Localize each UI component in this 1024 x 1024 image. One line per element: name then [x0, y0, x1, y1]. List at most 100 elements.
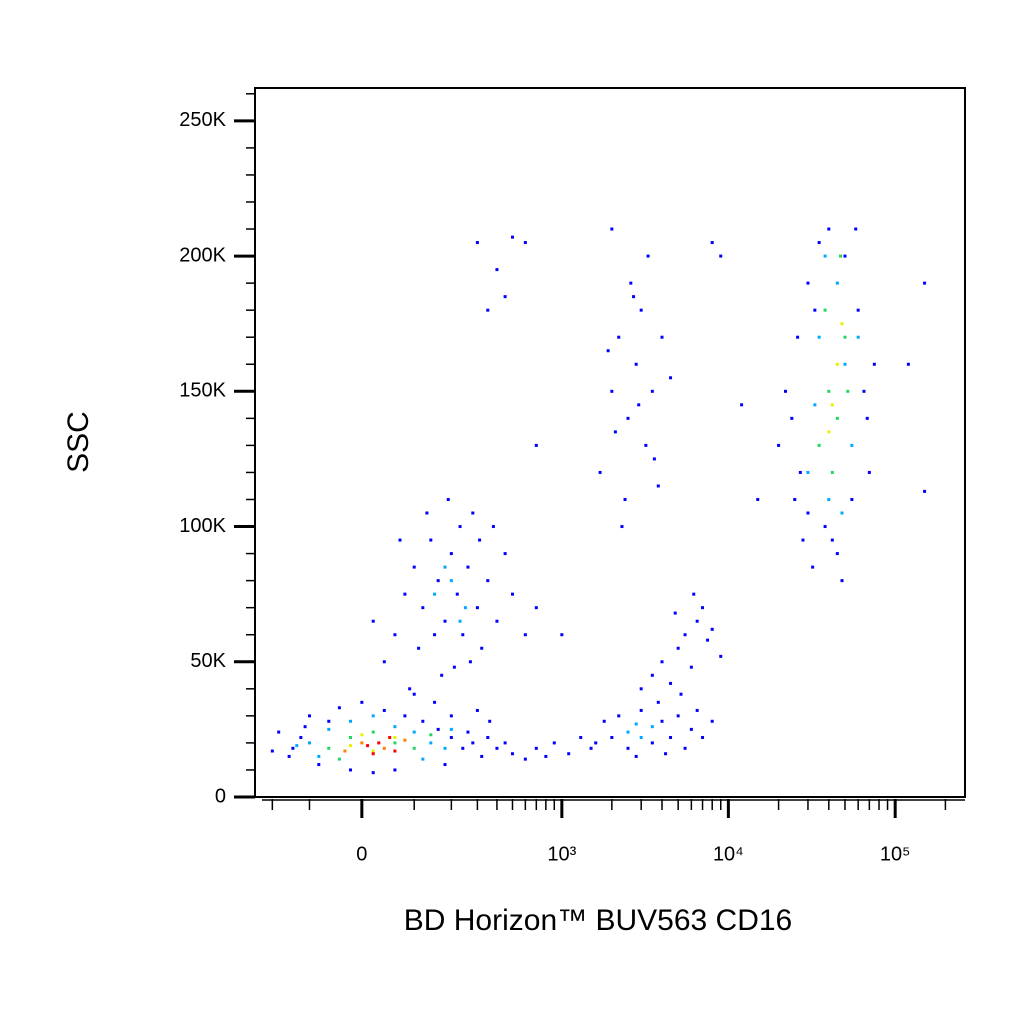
- point: [846, 389, 850, 393]
- point: [872, 362, 876, 366]
- point: [403, 738, 407, 742]
- point: [719, 654, 723, 658]
- point: [510, 592, 514, 596]
- point: [676, 714, 680, 718]
- point: [534, 746, 538, 750]
- point: [835, 362, 839, 366]
- point: [360, 741, 364, 745]
- point: [307, 714, 311, 718]
- point: [923, 489, 927, 493]
- point: [830, 538, 834, 542]
- point: [843, 254, 847, 258]
- point: [436, 727, 440, 731]
- point: [610, 735, 614, 739]
- point: [348, 719, 352, 723]
- point: [327, 746, 331, 750]
- point: [471, 741, 475, 745]
- point: [827, 227, 831, 231]
- point: [710, 719, 714, 723]
- point: [840, 322, 844, 326]
- point: [862, 389, 866, 393]
- y-tick-label: 100K: [179, 515, 226, 537]
- point: [854, 227, 858, 231]
- point: [433, 592, 437, 596]
- point: [446, 497, 450, 501]
- point: [471, 511, 475, 515]
- point: [579, 735, 583, 739]
- x-tick-label: 0: [356, 843, 367, 865]
- point: [421, 757, 425, 761]
- point: [695, 708, 699, 712]
- point: [613, 430, 617, 434]
- point: [443, 746, 447, 750]
- point: [412, 692, 416, 696]
- point: [486, 308, 490, 312]
- point: [620, 525, 624, 529]
- point: [650, 741, 654, 745]
- point: [669, 735, 673, 739]
- x-axis-title: BD Horizon™ BUV563 CD16: [404, 904, 793, 937]
- point: [626, 746, 630, 750]
- point: [452, 665, 456, 669]
- point: [393, 741, 397, 745]
- point: [495, 746, 499, 750]
- point: [468, 660, 472, 664]
- point: [449, 735, 453, 739]
- point: [425, 511, 429, 515]
- point: [710, 241, 714, 245]
- point: [463, 606, 467, 610]
- point: [429, 538, 433, 542]
- point: [793, 497, 797, 501]
- x-tick-label: 10³: [547, 843, 576, 865]
- point: [360, 700, 364, 704]
- point: [835, 281, 839, 285]
- point: [650, 725, 654, 729]
- point: [449, 579, 453, 583]
- point: [475, 708, 479, 712]
- point: [382, 746, 386, 750]
- point: [673, 611, 677, 615]
- point: [817, 241, 821, 245]
- point: [843, 335, 847, 339]
- point: [429, 741, 433, 745]
- point: [421, 719, 425, 723]
- point: [412, 730, 416, 734]
- point: [806, 281, 810, 285]
- point: [295, 744, 299, 748]
- point: [756, 497, 760, 501]
- point: [646, 254, 650, 258]
- point: [510, 752, 514, 756]
- point: [701, 735, 705, 739]
- point: [811, 565, 815, 569]
- point: [491, 525, 495, 529]
- point: [777, 443, 781, 447]
- point: [360, 733, 364, 737]
- y-axis-title: SSC: [62, 411, 95, 473]
- point: [461, 633, 465, 637]
- point: [317, 763, 321, 767]
- point: [783, 389, 787, 393]
- point: [429, 733, 433, 737]
- point: [412, 746, 416, 750]
- point: [843, 362, 847, 366]
- point: [656, 484, 660, 488]
- point: [403, 592, 407, 596]
- point: [639, 687, 643, 691]
- point: [503, 741, 507, 745]
- x-tick-label: 10⁴: [713, 843, 744, 865]
- point: [317, 754, 321, 758]
- point: [348, 735, 352, 739]
- point: [371, 749, 375, 753]
- point: [327, 727, 331, 731]
- point: [594, 741, 598, 745]
- point: [388, 735, 392, 739]
- point: [830, 470, 834, 474]
- point: [523, 757, 527, 761]
- y-tick-label: 250K: [179, 109, 226, 131]
- point: [660, 335, 664, 339]
- point: [449, 727, 453, 731]
- point: [689, 727, 693, 731]
- point: [806, 511, 810, 515]
- point: [701, 606, 705, 610]
- point: [629, 281, 633, 285]
